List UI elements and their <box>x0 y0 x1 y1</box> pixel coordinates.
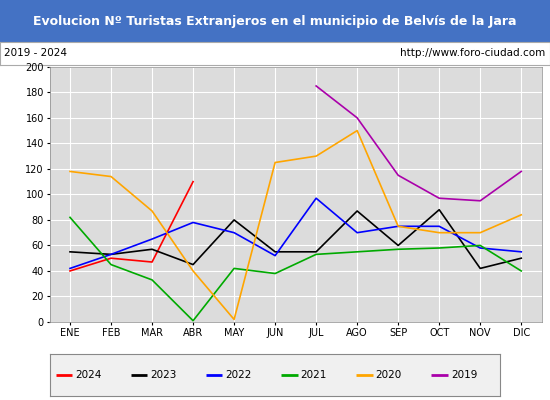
Text: http://www.foro-ciudad.com: http://www.foro-ciudad.com <box>400 48 546 58</box>
Text: 2019 - 2024: 2019 - 2024 <box>4 48 68 58</box>
Text: 2024: 2024 <box>75 370 101 380</box>
Text: 2022: 2022 <box>226 370 252 380</box>
Text: 2023: 2023 <box>150 370 177 380</box>
Text: 2021: 2021 <box>300 370 327 380</box>
Text: Evolucion Nº Turistas Extranjeros en el municipio de Belvís de la Jara: Evolucion Nº Turistas Extranjeros en el … <box>33 14 517 28</box>
Text: 2019: 2019 <box>451 370 477 380</box>
Text: 2020: 2020 <box>376 370 402 380</box>
